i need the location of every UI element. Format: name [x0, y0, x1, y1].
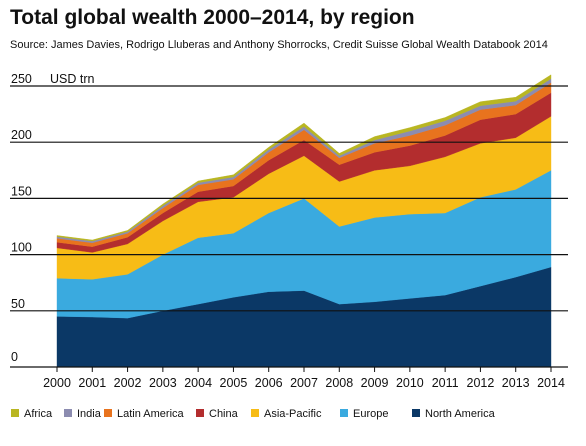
legend-swatch	[412, 409, 420, 417]
x-tick-label: 2007	[290, 376, 318, 390]
chart-subtitle: Source: James Davies, Rodrigo Lluberas a…	[10, 39, 548, 51]
y-tick-label: 250	[11, 72, 32, 86]
y-tick-label: 100	[11, 241, 32, 255]
x-tick-label: 2000	[43, 376, 71, 390]
y-tick-label: 200	[11, 128, 32, 142]
legend-swatch	[11, 409, 19, 417]
x-tick-label: 2005	[220, 376, 248, 390]
legend-label: India	[77, 408, 102, 420]
legend-swatch	[64, 409, 72, 417]
chart-title: Total global wealth 2000–2014, by region	[10, 6, 415, 29]
legend-label: North America	[425, 408, 496, 420]
x-tick-label: 2003	[149, 376, 177, 390]
x-tick-label: 2011	[432, 376, 459, 390]
x-tick-label: 2006	[255, 376, 283, 390]
x-tick-label: 2013	[502, 376, 530, 390]
x-tick-label: 2008	[325, 376, 353, 390]
legend-label: China	[209, 408, 239, 420]
area-africa	[56, 74, 552, 242]
x-tick-label: 2014	[537, 376, 565, 390]
legend-label: Europe	[353, 408, 388, 420]
legend-swatch	[196, 409, 204, 417]
x-tick-label: 2012	[467, 376, 495, 390]
y-tick-label: 50	[11, 297, 25, 311]
x-tick-label: 2009	[361, 376, 389, 390]
x-tick-label: 2004	[184, 376, 212, 390]
x-tick-label: 2002	[114, 376, 142, 390]
legend-label: Asia-Pacific	[264, 408, 322, 420]
legend-swatch	[251, 409, 259, 417]
legend-label: Latin America	[117, 408, 185, 420]
legend-swatch	[104, 409, 112, 417]
y-tick-label: 0	[11, 350, 18, 364]
x-tick-label: 2001	[78, 376, 106, 390]
y-axis-label: USD trn	[50, 72, 95, 86]
x-tick-label: 2010	[396, 376, 424, 390]
legend-label: Africa	[24, 408, 53, 420]
legend-swatch	[340, 409, 348, 417]
y-tick-label: 150	[11, 184, 32, 198]
